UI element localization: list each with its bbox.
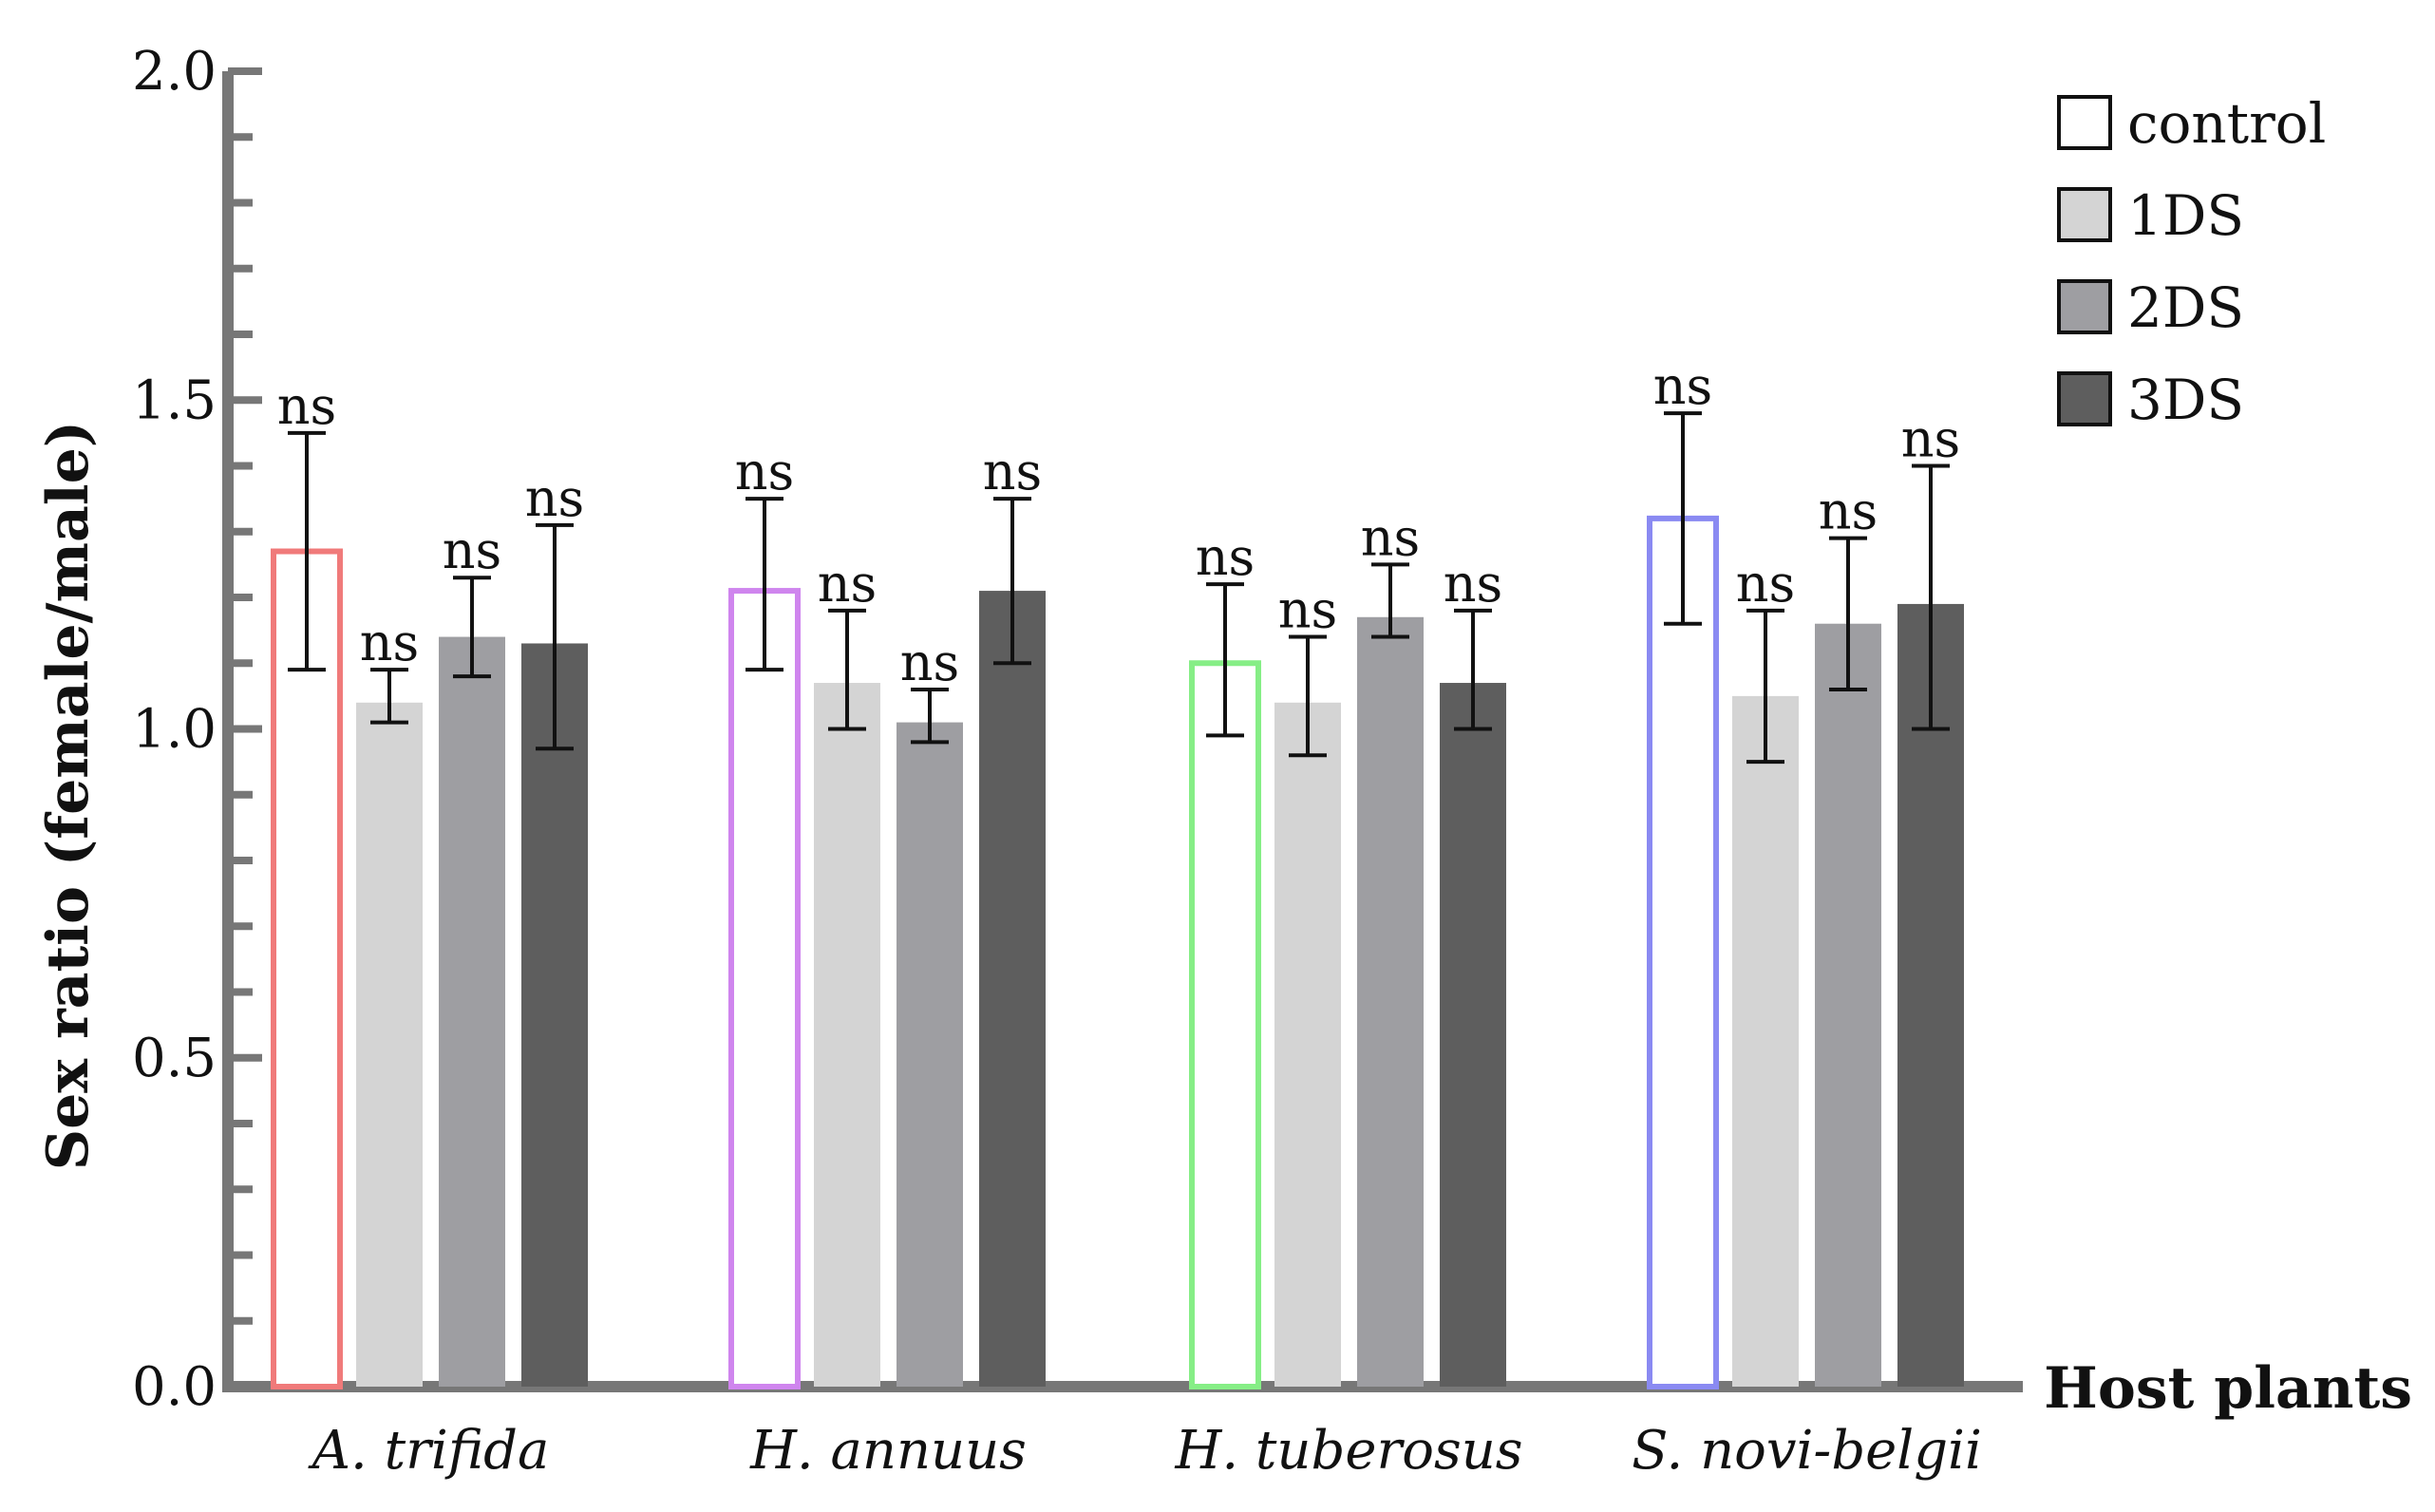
bar-control-2 [728, 588, 801, 1389]
significance-label: ns [1901, 409, 1961, 469]
bar-3DS-2 [979, 591, 1046, 1387]
bar-2DS-3 [1357, 616, 1424, 1387]
x-axis-title: Host plants [2044, 1355, 2412, 1422]
legend-label-1DS: 1DS [2127, 183, 2244, 248]
bar-2DS-2 [897, 722, 963, 1387]
legend-swatch-control [2057, 95, 2112, 150]
legend-swatch-1DS [2057, 187, 2112, 242]
y-tick-label: 0.5 [132, 1028, 217, 1089]
significance-label: ns [1361, 507, 1421, 567]
category-label: S. novi-belgii [1632, 1420, 1982, 1482]
y-tick-label: 0.0 [132, 1356, 217, 1418]
significance-label: ns [443, 520, 502, 580]
legend: control 1DS 2DS 3DS [2057, 91, 2326, 432]
y-tick-label: 2.0 [132, 41, 217, 103]
category-label: A. trifida [308, 1420, 550, 1482]
bar-3DS-3 [1440, 683, 1506, 1387]
bar-control-3 [1189, 660, 1261, 1389]
significance-label: ns [1444, 554, 1503, 614]
significance-label: ns [360, 613, 420, 672]
significance-label: ns [735, 442, 795, 501]
significance-label: ns [277, 376, 337, 436]
bar-3DS-4 [1897, 603, 1964, 1387]
significance-label: ns [525, 468, 585, 528]
significance-label: ns [983, 442, 1043, 501]
y-axis-title: Sex ratio (female/male) [35, 421, 102, 1170]
significance-label: ns [1736, 554, 1796, 614]
bar-control-4 [1647, 515, 1719, 1389]
legend-swatch-3DS [2057, 371, 2112, 426]
significance-label: ns [1819, 482, 1878, 541]
y-tick-label: 1.0 [132, 699, 217, 761]
error-bars [288, 411, 1950, 765]
significance-label: ns [818, 554, 878, 614]
legend-label-2DS: 2DS [2127, 275, 2244, 340]
significance-label: ns [900, 633, 960, 692]
bar-1DS-3 [1274, 702, 1341, 1387]
category-label: H. tuberosus [1174, 1420, 1522, 1482]
bar-2DS-4 [1815, 623, 1881, 1387]
legend-label-control: control [2127, 91, 2326, 156]
y-tick-label: 1.5 [132, 369, 217, 431]
significance-label: ns [1653, 356, 1713, 416]
legend-swatch-2DS [2057, 279, 2112, 334]
bar-2DS-1 [439, 636, 505, 1387]
bar-1DS-2 [814, 683, 880, 1387]
category-label: H. annuus [749, 1420, 1027, 1482]
bar-1DS-4 [1732, 695, 1799, 1387]
bar-1DS-1 [356, 702, 423, 1387]
bars [271, 515, 1964, 1389]
legend-label-3DS: 3DS [2127, 368, 2244, 432]
bar-control-1 [271, 548, 343, 1389]
bar-3DS-1 [521, 643, 588, 1387]
significance-label: ns [1278, 580, 1338, 640]
significance-label: ns [1196, 527, 1255, 587]
